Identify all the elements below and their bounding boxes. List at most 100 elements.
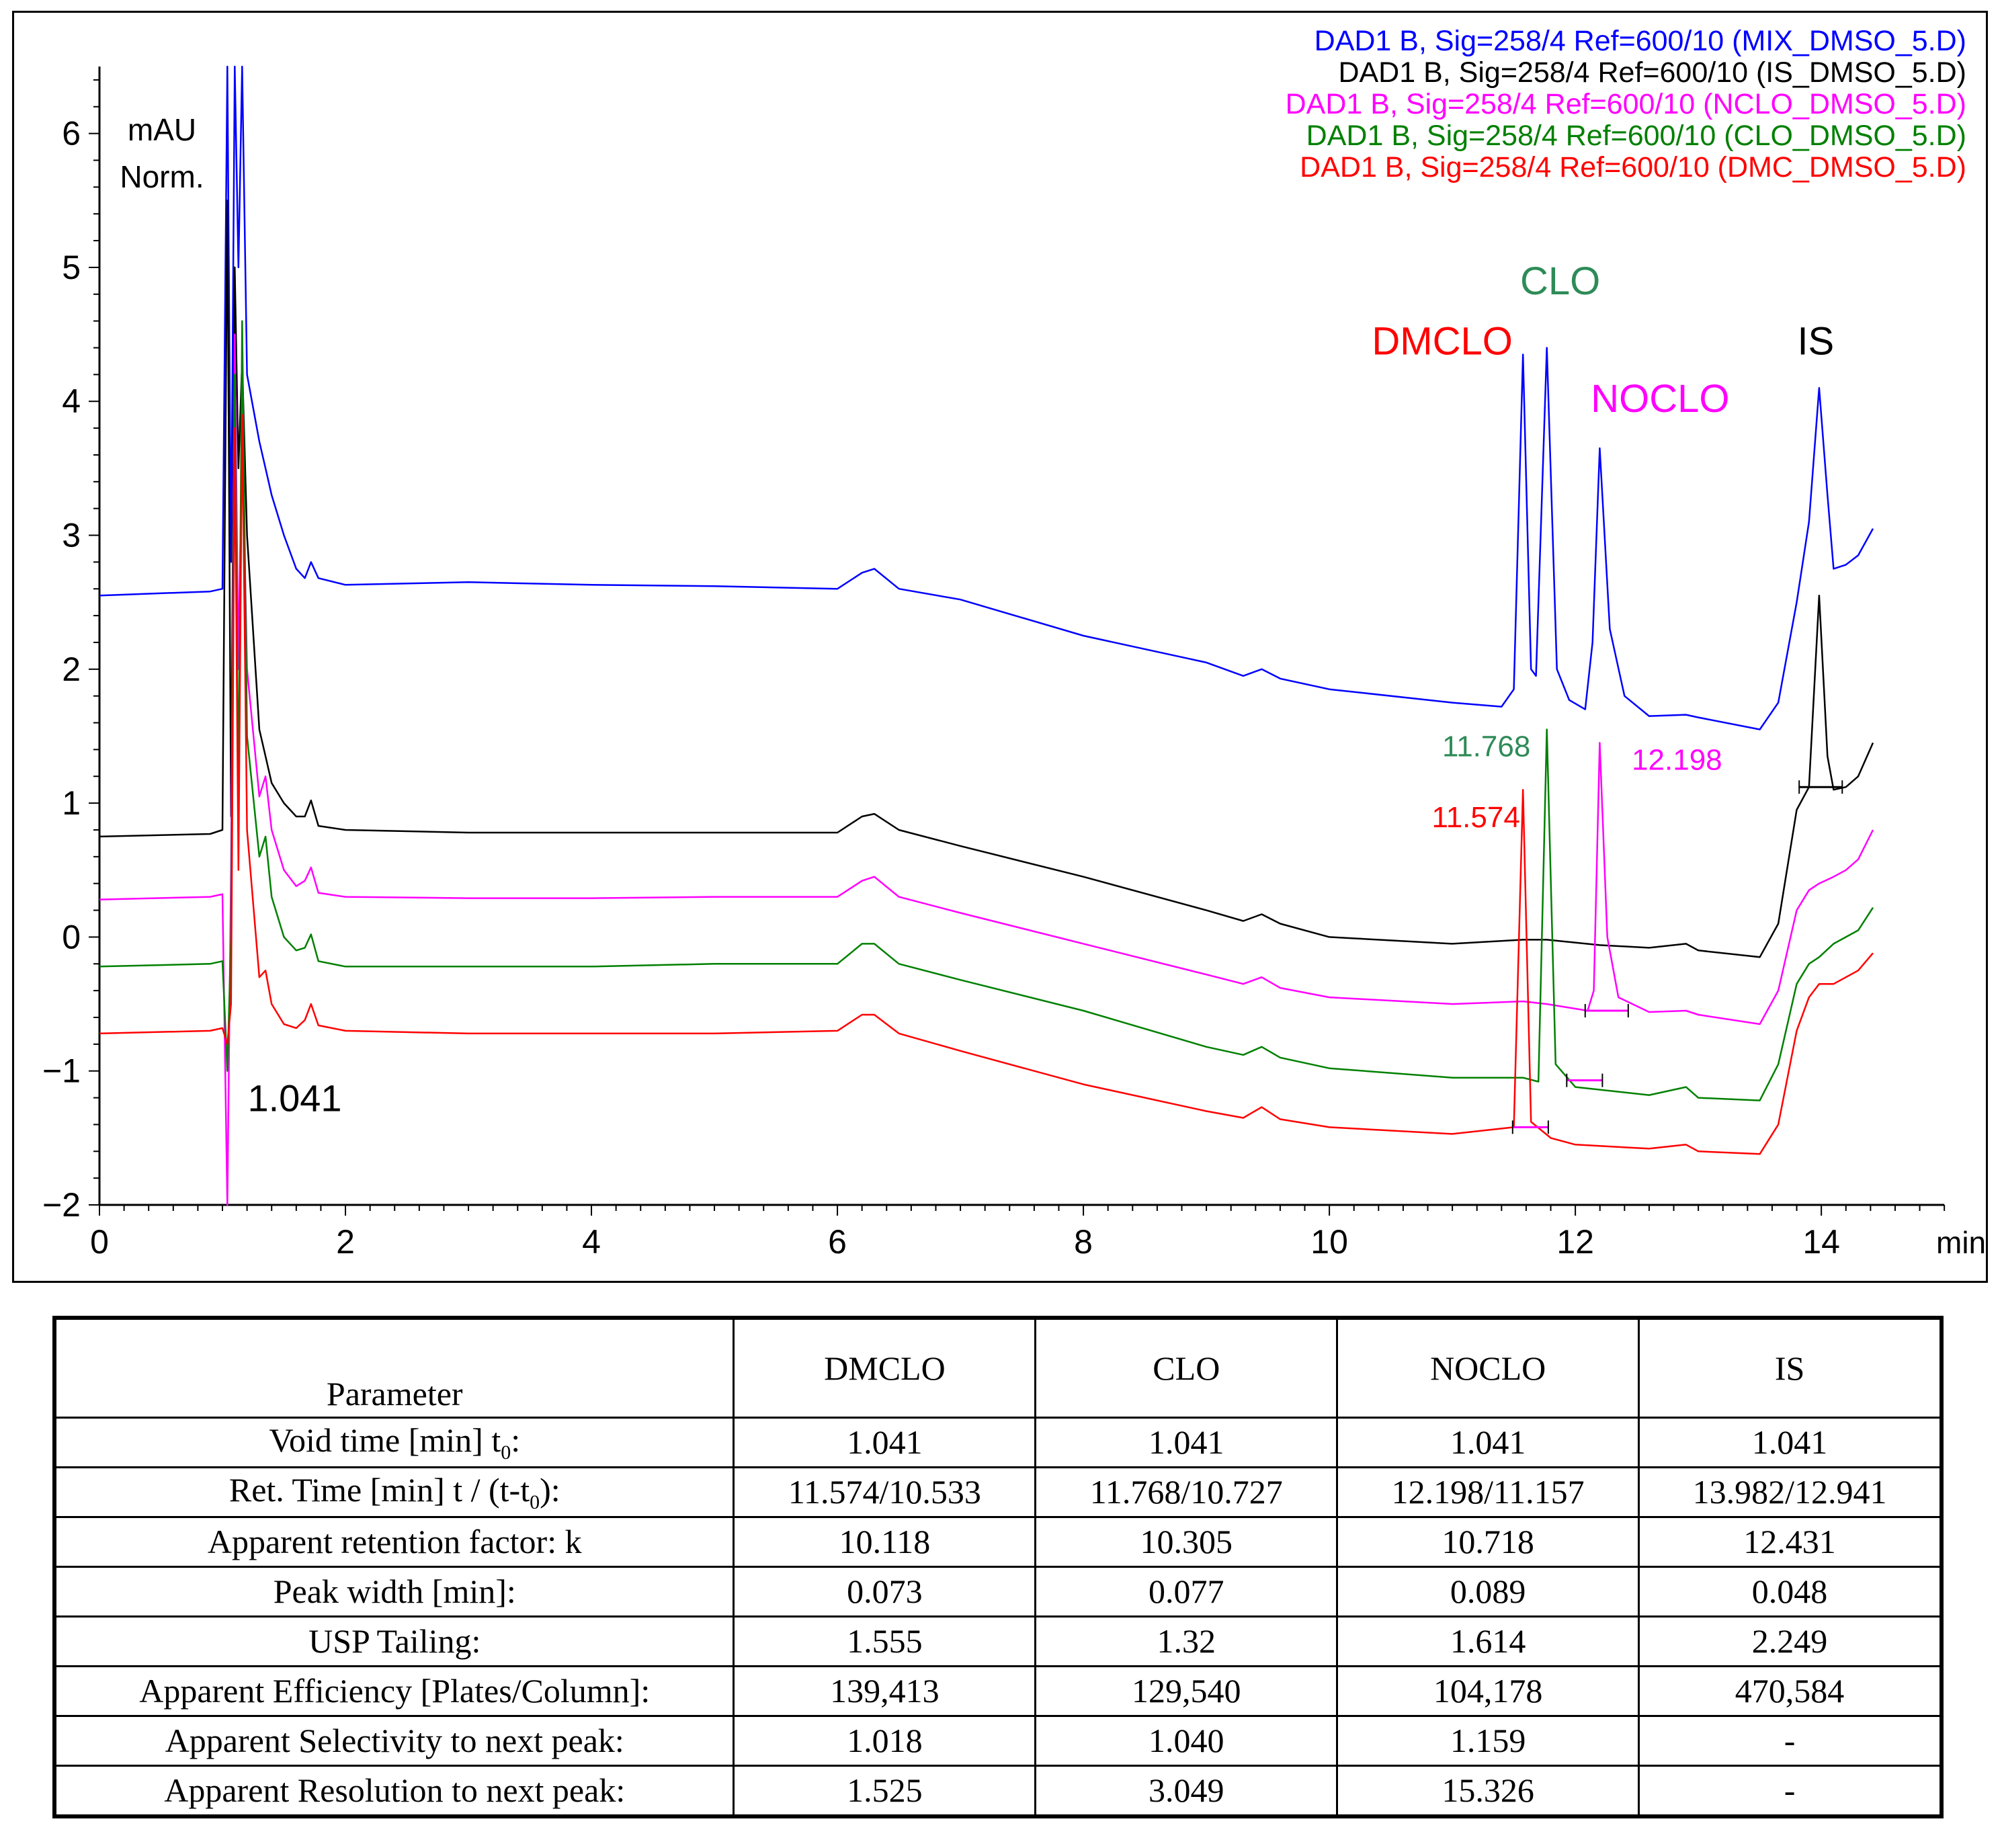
value-cell: 104,178 <box>1336 1665 1640 1717</box>
void-time-label: 1.041 <box>247 1077 341 1119</box>
value-cell: 0.077 <box>1034 1566 1339 1618</box>
row-parameter-cell: USP Tailing: <box>53 1615 735 1667</box>
retention-time-label: 12.198 <box>1632 743 1722 776</box>
value-cell: 1.041 <box>1034 1417 1339 1468</box>
row-parameter-cell: Ret. Time [min] t / (t-t0): <box>53 1466 735 1518</box>
x-axis-label: min <box>1936 1225 1986 1260</box>
value-cell: 12.198/11.157 <box>1336 1466 1640 1518</box>
value-cell: - <box>1638 1715 1943 1767</box>
series-line-clo-dmso-5-d <box>99 320 1874 1101</box>
table-row: Peak width [min]: 0.073 0.077 0.089 0.048 <box>53 1566 1943 1618</box>
peak-label: NOCLO <box>1591 377 1729 421</box>
value-cell: 1.525 <box>733 1765 1037 1818</box>
peak-label: DMCLO <box>1372 319 1512 363</box>
y-tick-label: 0 <box>62 918 81 956</box>
x-tick-label: 8 <box>1074 1223 1093 1261</box>
parameter-suffix: ): <box>540 1470 560 1509</box>
legend-entry: DAD1 B, Sig=258/4 Ref=600/10 (NCLO_DMSO_… <box>1286 88 1966 120</box>
header-is: IS <box>1638 1316 1943 1419</box>
retention-time-label: 11.768 <box>1442 730 1530 763</box>
y-tick-label: 1 <box>62 784 81 822</box>
x-tick-label: 2 <box>336 1223 355 1261</box>
row-parameter-cell: Peak width [min]: <box>53 1566 735 1618</box>
value-cell: 15.326 <box>1336 1765 1640 1818</box>
table-row: Apparent Resolution to next peak: 1.525 3.… <box>53 1765 1943 1818</box>
y-tick-label: 3 <box>62 517 81 554</box>
x-tick-label: 4 <box>582 1223 601 1261</box>
parameter-suffix: : <box>511 1421 521 1459</box>
x-tick-label: 0 <box>90 1223 109 1261</box>
value-cell: 0.089 <box>1336 1566 1640 1618</box>
series-line-mix-dmso-5-d <box>99 65 1874 730</box>
parameter-label: Void time [min] t <box>269 1421 501 1459</box>
parameter-label: Apparent Selectivity to next peak: <box>165 1722 624 1759</box>
header-parameter: Parameter <box>53 1316 735 1419</box>
y-tick-label: 4 <box>62 382 81 420</box>
x-tick-label: 6 <box>828 1223 847 1261</box>
table-row: Void time [min] t0: 1.041 1.041 1.041 1.041 <box>53 1417 1943 1468</box>
parameter-label: Apparent Efficiency [Plates/Column]: <box>139 1672 651 1710</box>
table-header-row: Parameter DMCLO CLO NOCLO IS <box>53 1316 1943 1419</box>
x-tick-label: 14 <box>1802 1223 1840 1261</box>
parameter-subscript: 0 <box>530 1490 540 1513</box>
value-cell: 3.049 <box>1034 1765 1339 1818</box>
value-cell: 0.073 <box>733 1566 1037 1618</box>
value-cell: 1.041 <box>733 1417 1037 1468</box>
series-line-nclo-dmso-5-d <box>99 333 1874 1206</box>
y-axis-label-norm: Norm. <box>120 159 204 194</box>
value-cell: 10.305 <box>1034 1516 1339 1568</box>
row-parameter-cell: Apparent Resolution to next peak: <box>53 1765 735 1818</box>
table-row: USP Tailing: 1.555 1.32 1.614 2.249 <box>53 1615 1943 1667</box>
x-tick-label: 12 <box>1556 1223 1594 1261</box>
value-cell: 10.118 <box>733 1516 1037 1568</box>
table-row: Ret. Time [min] t / (t-t0): 11.574/10.533… <box>53 1466 1943 1518</box>
legend-entry: DAD1 B, Sig=258/4 Ref=600/10 (IS_DMSO_5.… <box>1338 56 1966 89</box>
value-cell: 1.555 <box>733 1615 1037 1667</box>
y-tick-label: 6 <box>62 115 81 153</box>
parameter-label: Apparent Resolution to next peak: <box>164 1771 626 1809</box>
value-cell: 10.718 <box>1336 1516 1640 1568</box>
parameter-label: Ret. Time [min] t / (t-t <box>228 1470 530 1509</box>
value-cell: 1.040 <box>1034 1715 1339 1767</box>
row-parameter-cell: Apparent Selectivity to next peak: <box>53 1715 735 1767</box>
table-row: Apparent retention factor: k 10.118 10.305… <box>53 1516 1943 1568</box>
value-cell: 1.041 <box>1336 1417 1640 1468</box>
value-cell: 12.431 <box>1638 1516 1943 1568</box>
value-cell: 11.768/10.727 <box>1034 1466 1339 1518</box>
value-cell: 11.574/10.533 <box>733 1466 1037 1518</box>
parameter-label: Apparent retention factor: k <box>207 1523 582 1560</box>
parameter-subscript: 0 <box>501 1441 511 1464</box>
y-tick-label: −2 <box>42 1186 81 1224</box>
parameter-label: Peak width [min]: <box>273 1572 516 1610</box>
y-tick-label: 2 <box>62 650 81 688</box>
table-row: Apparent Selectivity to next peak: 1.018 1… <box>53 1715 1943 1767</box>
value-cell: 2.249 <box>1638 1615 1943 1667</box>
header-dmclo: DMCLO <box>733 1316 1037 1419</box>
peak-label: CLO <box>1520 259 1600 303</box>
legend-entry: DAD1 B, Sig=258/4 Ref=600/10 (CLO_DMSO_5… <box>1306 120 1966 152</box>
value-cell: 1.159 <box>1336 1715 1640 1767</box>
value-cell: 129,540 <box>1034 1665 1339 1717</box>
value-cell: 1.32 <box>1034 1615 1339 1667</box>
row-parameter-cell: Void time [min] t0: <box>53 1417 735 1468</box>
value-cell: 1.614 <box>1336 1615 1640 1667</box>
value-cell: - <box>1638 1765 1943 1818</box>
legend-entry: DAD1 B, Sig=258/4 Ref=600/10 (MIX_DMSO_5… <box>1315 25 1966 57</box>
legend-entry: DAD1 B, Sig=258/4 Ref=600/10 (DMC_DMSO_5… <box>1300 151 1966 183</box>
retention-time-label: 11.574 <box>1432 801 1520 834</box>
header-noclo: NOCLO <box>1336 1316 1640 1419</box>
value-cell: 139,413 <box>733 1665 1037 1717</box>
value-cell: 1.041 <box>1638 1417 1943 1468</box>
value-cell: 470,584 <box>1638 1665 1943 1717</box>
results-table: Parameter DMCLO CLO NOCLO IS Void time [… <box>52 1316 1944 1818</box>
series-line-dmc-dmso-5-d <box>99 413 1874 1155</box>
peak-label: IS <box>1797 319 1834 363</box>
x-tick-label: 10 <box>1310 1223 1348 1261</box>
value-cell: 13.982/12.941 <box>1638 1466 1943 1518</box>
y-axis-label: mAU <box>128 112 196 147</box>
row-parameter-cell: Apparent Efficiency [Plates/Column]: <box>53 1665 735 1717</box>
chromatogram-panel: 0 2 4 6 8 10 12 14 −2 −1 0 1 2 3 4 5 6 min mAU Norm. DAD1 B,… <box>12 11 1988 1283</box>
y-tick-label: 5 <box>62 249 81 286</box>
y-tick-label: −1 <box>42 1052 81 1090</box>
